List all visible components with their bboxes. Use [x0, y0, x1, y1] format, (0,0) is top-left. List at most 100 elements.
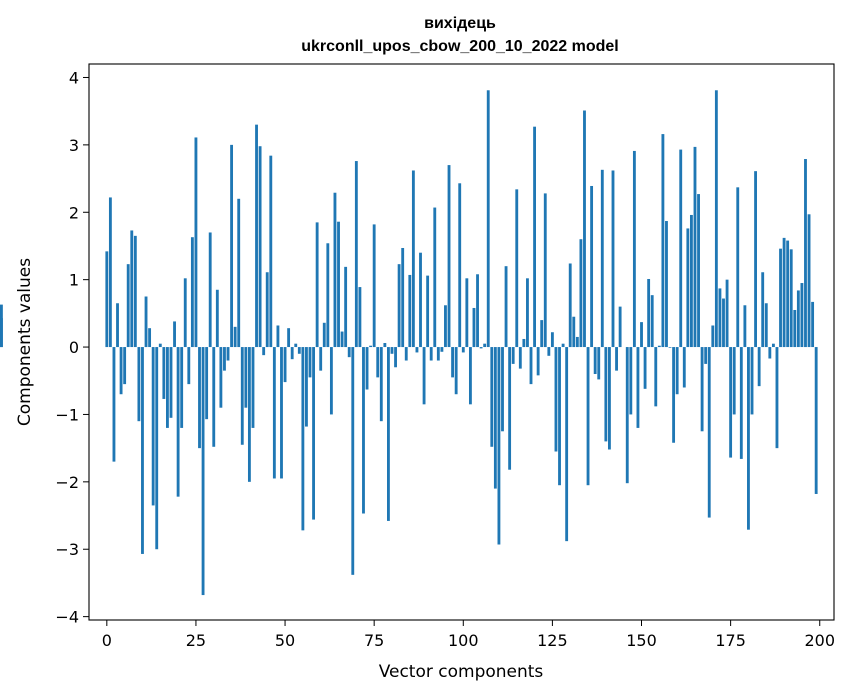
bar-component-35 [230, 144, 234, 348]
bar-component-113 [508, 347, 512, 470]
bar-component-173 [722, 298, 725, 348]
bar-component-172 [718, 288, 722, 348]
bar-component-103 [472, 307, 476, 348]
bar-component-167 [700, 347, 704, 432]
bar-component-49 [280, 347, 283, 479]
x-tick-label: 175 [715, 631, 746, 650]
bar-component-37 [237, 198, 241, 348]
bar-component-41 [251, 347, 255, 428]
y-tick-label: −2 [55, 473, 79, 492]
bar-component-198 [811, 301, 815, 348]
bar-component-132 [575, 336, 579, 348]
bar-component-170 [711, 325, 715, 348]
bar-component-199 [814, 347, 818, 494]
bar-component-171 [714, 90, 718, 348]
bar-component-183 [757, 347, 761, 387]
bar-component-75 [372, 224, 376, 348]
y-tick-label: −1 [55, 405, 79, 424]
bar-component-102 [468, 347, 472, 405]
bar-component-51 [287, 328, 291, 348]
bar-component-194 [796, 290, 800, 348]
bar-component-166 [697, 194, 700, 348]
bar-component-139 [600, 169, 604, 348]
bar-component-180 [747, 347, 750, 530]
bar-component-93 [436, 347, 440, 361]
bar-component-196 [804, 159, 807, 348]
x-tick-label: 200 [804, 631, 835, 650]
bar-component-42 [255, 124, 258, 348]
bar-component-2 [112, 347, 116, 462]
bar-component-177 [736, 187, 740, 348]
bar-component-178 [739, 347, 743, 459]
bar-component-84 [404, 347, 408, 361]
bar-component-80 [390, 347, 394, 354]
bar-component-120 [533, 126, 536, 348]
y-tick-label: 3 [69, 136, 79, 155]
bar-component-7 [130, 230, 134, 348]
plot-frame [88, 63, 835, 621]
bar-component-3 [116, 303, 119, 348]
y-tick-label: 2 [69, 203, 79, 222]
bar-component-118 [526, 278, 529, 348]
bar-component-143 [615, 347, 618, 371]
bar-component-165 [693, 146, 697, 348]
bar-component-undefined [0, 318, 3, 348]
x-tick-label: 0 [102, 631, 112, 650]
bar-component-20 [176, 347, 180, 497]
bar-component-124 [547, 347, 551, 356]
bar-component-186 [768, 347, 772, 359]
bar-component-115 [515, 189, 519, 348]
bar-component-161 [679, 149, 683, 348]
bar-component-85 [408, 274, 412, 348]
y-tick-label: 1 [69, 271, 79, 290]
bar-component-96 [447, 165, 451, 348]
bar-component-154 [654, 347, 658, 407]
bar-component-15 [158, 343, 162, 348]
chart-title-line-1: вихідець [424, 15, 496, 32]
bar-component-6 [126, 264, 130, 348]
bar-component-149 [636, 347, 640, 428]
bar-component-111 [501, 347, 504, 432]
bar-component-21 [180, 347, 184, 428]
bar-component-114 [511, 347, 515, 364]
bar-component-127 [558, 347, 561, 486]
y-tick-label: 0 [69, 338, 79, 357]
bar-component-144 [618, 306, 622, 348]
bar-component-116 [518, 347, 522, 369]
bar-component-68 [347, 347, 351, 358]
bar-component-192 [789, 249, 793, 348]
bar-component-29 [208, 232, 212, 348]
bar-component-13 [151, 347, 155, 506]
bar-component-14 [155, 347, 159, 550]
chart-title-line-2: ukrconll_upos_cbow_200_10_2022 model [301, 38, 618, 55]
bar-component-38 [240, 347, 244, 445]
bar-component-148 [632, 150, 636, 348]
bar-component-12 [148, 328, 152, 348]
bar-component-69 [351, 347, 355, 575]
bar-component-160 [675, 347, 679, 395]
bar-component-71 [358, 287, 362, 348]
bar-component-146 [625, 347, 629, 484]
bar-component-74 [369, 345, 373, 348]
bar-component-48 [276, 325, 280, 348]
bar-component-81 [394, 347, 397, 368]
bar-component-36 [233, 326, 237, 348]
bar-component-62 [326, 243, 330, 348]
bar-component-182 [754, 171, 757, 348]
bar-component-98 [454, 347, 458, 395]
bar-component-130 [568, 263, 572, 348]
bar-component-125 [550, 332, 554, 348]
bar-component-66 [340, 331, 344, 348]
bar-component-18 [169, 347, 173, 418]
bar-component-155 [657, 345, 661, 348]
bar-component-106 [483, 343, 487, 348]
bar-component-92 [433, 207, 437, 348]
bar-component-157 [665, 221, 668, 348]
bar-component-45 [265, 272, 269, 348]
bar-component-136 [590, 185, 594, 348]
bar-component-1 [108, 197, 112, 348]
bar-component-28 [205, 347, 209, 420]
bar-component-4 [119, 347, 123, 395]
bar-component-46 [269, 155, 273, 348]
bar-component-17 [166, 347, 169, 428]
